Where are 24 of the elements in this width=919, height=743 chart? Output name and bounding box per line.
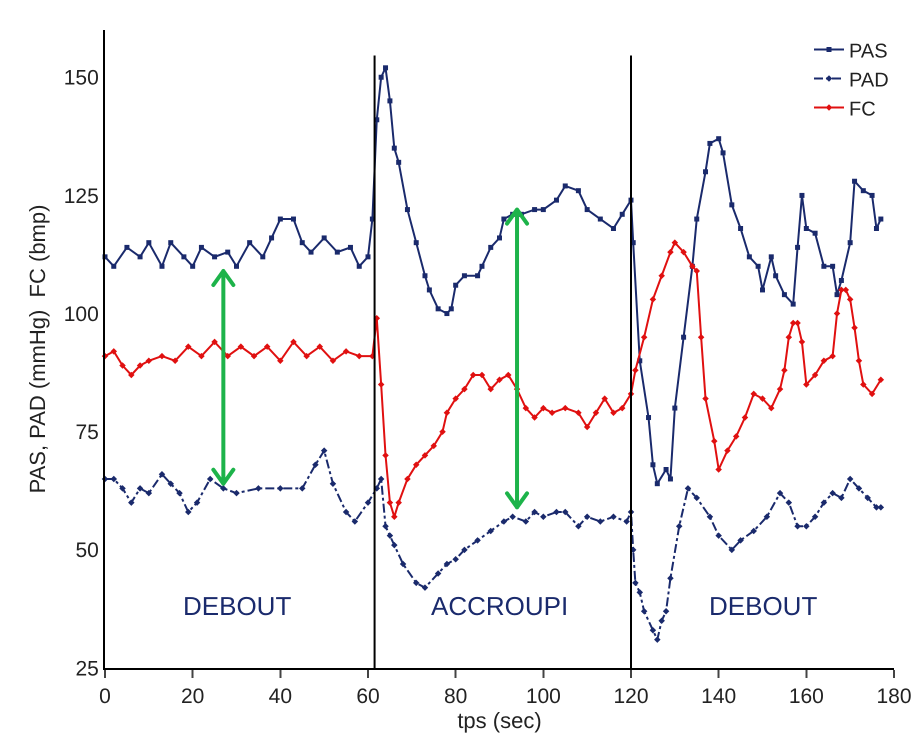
- y-tick-label: 75: [75, 421, 99, 444]
- x-tick-label: 20: [180, 685, 204, 708]
- y-tick-label: 25: [75, 657, 99, 680]
- legend-label: PAD: [849, 69, 889, 92]
- y-axis-title: PAS, PAD (mmHg) FC (bmp): [25, 204, 50, 494]
- y-tick-label: 50: [75, 539, 99, 562]
- legend-label: PAS: [849, 40, 888, 62]
- legend-label: FC: [849, 98, 876, 120]
- y-tick-label: 100: [64, 302, 99, 326]
- y-tick-label: 150: [64, 66, 99, 90]
- x-tick-label: 60: [356, 685, 380, 708]
- x-tick-label: 100: [526, 685, 561, 708]
- x-axis-title: tps (sec): [457, 708, 542, 734]
- annotation: DEBOUT: [183, 591, 292, 621]
- x-tick-label: 0: [99, 685, 111, 708]
- x-tick-label: 40: [268, 685, 292, 708]
- x-tick-label: 80: [444, 685, 468, 708]
- annotation: DEBOUT: [709, 591, 818, 621]
- x-tick-label: 140: [701, 685, 736, 708]
- y-tick-label: 125: [64, 184, 99, 208]
- annotation: ACCROUPI: [431, 591, 568, 621]
- x-tick-label: 180: [876, 685, 912, 708]
- x-tick-label: 160: [788, 685, 824, 708]
- x-tick-label: 120: [613, 685, 649, 708]
